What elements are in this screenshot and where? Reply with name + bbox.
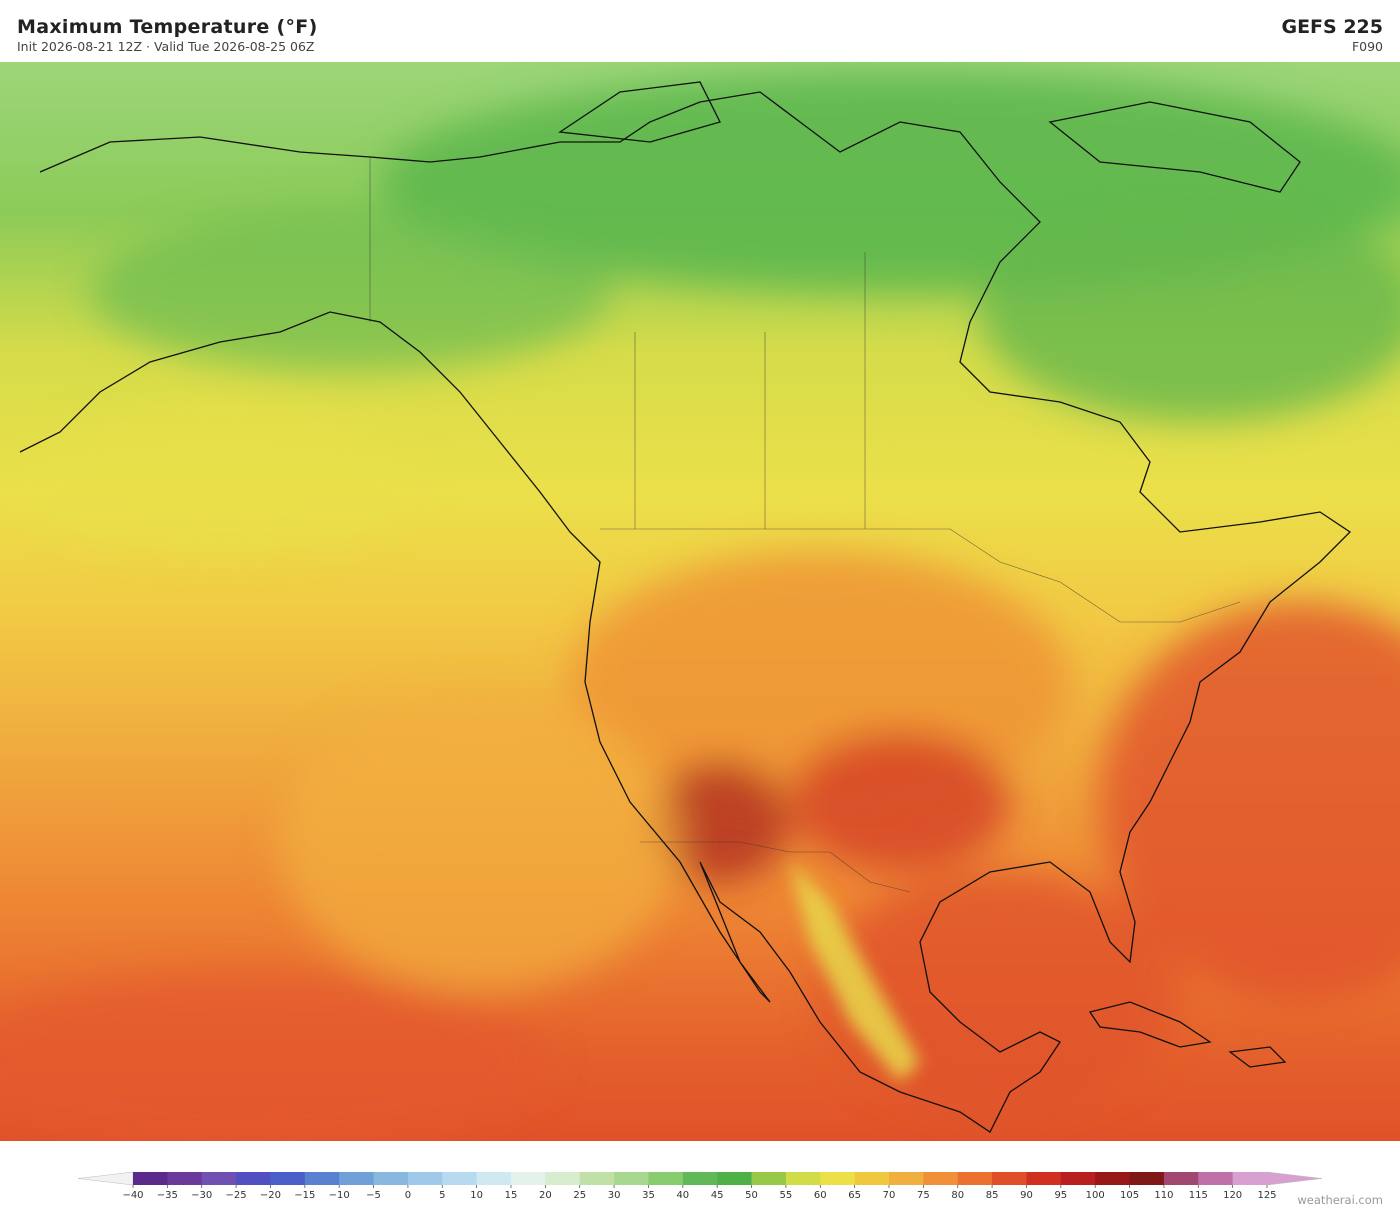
watermark: weatherai.com (1297, 1193, 1383, 1207)
colorbar-segment (1129, 1172, 1165, 1185)
colorbar-label: 55 (780, 1190, 793, 1201)
colorbar-segment (545, 1172, 581, 1185)
colorbar-segment (1060, 1172, 1096, 1185)
colorbar-label: 110 (1154, 1190, 1173, 1201)
map (0, 62, 1400, 1141)
colorbar: −40 −35 −30 −25 −20 −15 −10 −5 0 5 10 15 20 25 30 35 40 4… (77, 1171, 1323, 1201)
colorbar-label: 85 (986, 1190, 999, 1201)
coastlines (19, 81, 1352, 1133)
colorbar-label: 100 (1086, 1190, 1105, 1201)
colorbar-label: −10 (329, 1190, 350, 1201)
colorbar-extend-high (1266, 1171, 1323, 1186)
colorbar-segment (751, 1172, 787, 1185)
colorbar-segment (407, 1172, 443, 1185)
colorbar-label: 30 (608, 1190, 621, 1201)
colorbar-segment (476, 1172, 512, 1185)
colorbar-label: 120 (1223, 1190, 1242, 1201)
colorbar-segment (304, 1172, 340, 1185)
colorbar-segment (1026, 1172, 1062, 1185)
colorbar-label: −35 (157, 1190, 178, 1201)
colorbar-segment (270, 1172, 306, 1185)
colorbar-segment (373, 1172, 409, 1185)
colorbar-segment (785, 1172, 821, 1185)
borders (369, 157, 1241, 893)
colorbar-label: 95 (1054, 1190, 1067, 1201)
colorbar-label: 90 (1020, 1190, 1033, 1201)
colorbar-label: −15 (294, 1190, 315, 1201)
colorbar-label: 40 (676, 1190, 689, 1201)
colorbar-segment (201, 1172, 237, 1185)
colorbar-segment (1232, 1172, 1268, 1185)
colorbar-label: −20 (260, 1190, 281, 1201)
colorbar-label: 15 (505, 1190, 518, 1201)
colorbar-label: −25 (226, 1190, 247, 1201)
colorbar-label: −30 (191, 1190, 212, 1201)
colorbar-segment (682, 1172, 718, 1185)
colorbar-label: 45 (711, 1190, 724, 1201)
colorbar-label: 125 (1257, 1190, 1276, 1201)
colorbar-segment (1095, 1172, 1131, 1185)
title: Maximum Temperature (°F) (17, 16, 318, 38)
subtitle: Init 2026-08-21 12Z · Valid Tue 2026-08-… (17, 39, 315, 54)
colorbar-label: 105 (1120, 1190, 1139, 1201)
colorbar-segment (511, 1172, 546, 1185)
colorbar-segment (820, 1172, 856, 1185)
colorbar-label: 60 (814, 1190, 827, 1201)
colorbar-label: 65 (848, 1190, 861, 1201)
model-name: GEFS 225 (1281, 16, 1383, 38)
colorbar-label: 10 (470, 1190, 483, 1201)
colorbar-segment (717, 1172, 753, 1185)
forecast-hour: F090 (1351, 39, 1383, 54)
colorbar-label: 115 (1189, 1190, 1208, 1201)
colorbar-label: 80 (951, 1190, 964, 1201)
colorbar-label: 50 (745, 1190, 758, 1201)
colorbar-segment (889, 1172, 924, 1185)
colorbar-label: 70 (883, 1190, 896, 1201)
colorbar-segment (957, 1172, 993, 1185)
colorbar-segment (1198, 1172, 1234, 1185)
colorbar-segment (923, 1172, 959, 1185)
colorbar-segment (236, 1172, 271, 1185)
colorbar-label: 0 (405, 1190, 411, 1201)
mexico-highlands (790, 862, 920, 1082)
colorbar-segment (1163, 1172, 1199, 1185)
colorbar-label: 75 (917, 1190, 930, 1201)
colorbar-label: 35 (642, 1190, 655, 1201)
colorbar-segment (854, 1172, 890, 1185)
colorbar-segment (648, 1172, 684, 1185)
colorbar-segment (133, 1172, 168, 1185)
colorbar-label: −5 (366, 1190, 381, 1201)
colorbar-segment (167, 1172, 203, 1185)
colorbar-label: −40 (122, 1190, 143, 1201)
colorbar-label: 5 (439, 1190, 445, 1201)
colorbar-segment (339, 1172, 375, 1185)
colorbar-segment (614, 1172, 649, 1185)
colorbar-segment (442, 1172, 478, 1185)
colorbar-extend-low (77, 1171, 134, 1186)
colorbar-label: 20 (539, 1190, 552, 1201)
colorbar-segment (992, 1172, 1027, 1185)
colorbar-segment (579, 1172, 615, 1185)
colorbar-label: 25 (573, 1190, 586, 1201)
